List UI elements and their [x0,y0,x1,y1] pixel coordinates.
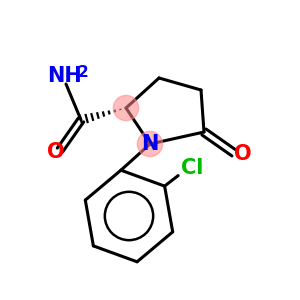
Text: 2: 2 [78,65,89,80]
Circle shape [137,131,163,157]
Text: O: O [234,145,252,164]
Circle shape [113,95,139,121]
Text: NH: NH [47,67,82,86]
Text: O: O [47,142,64,161]
Text: Cl: Cl [181,158,203,178]
Text: N: N [141,134,159,154]
